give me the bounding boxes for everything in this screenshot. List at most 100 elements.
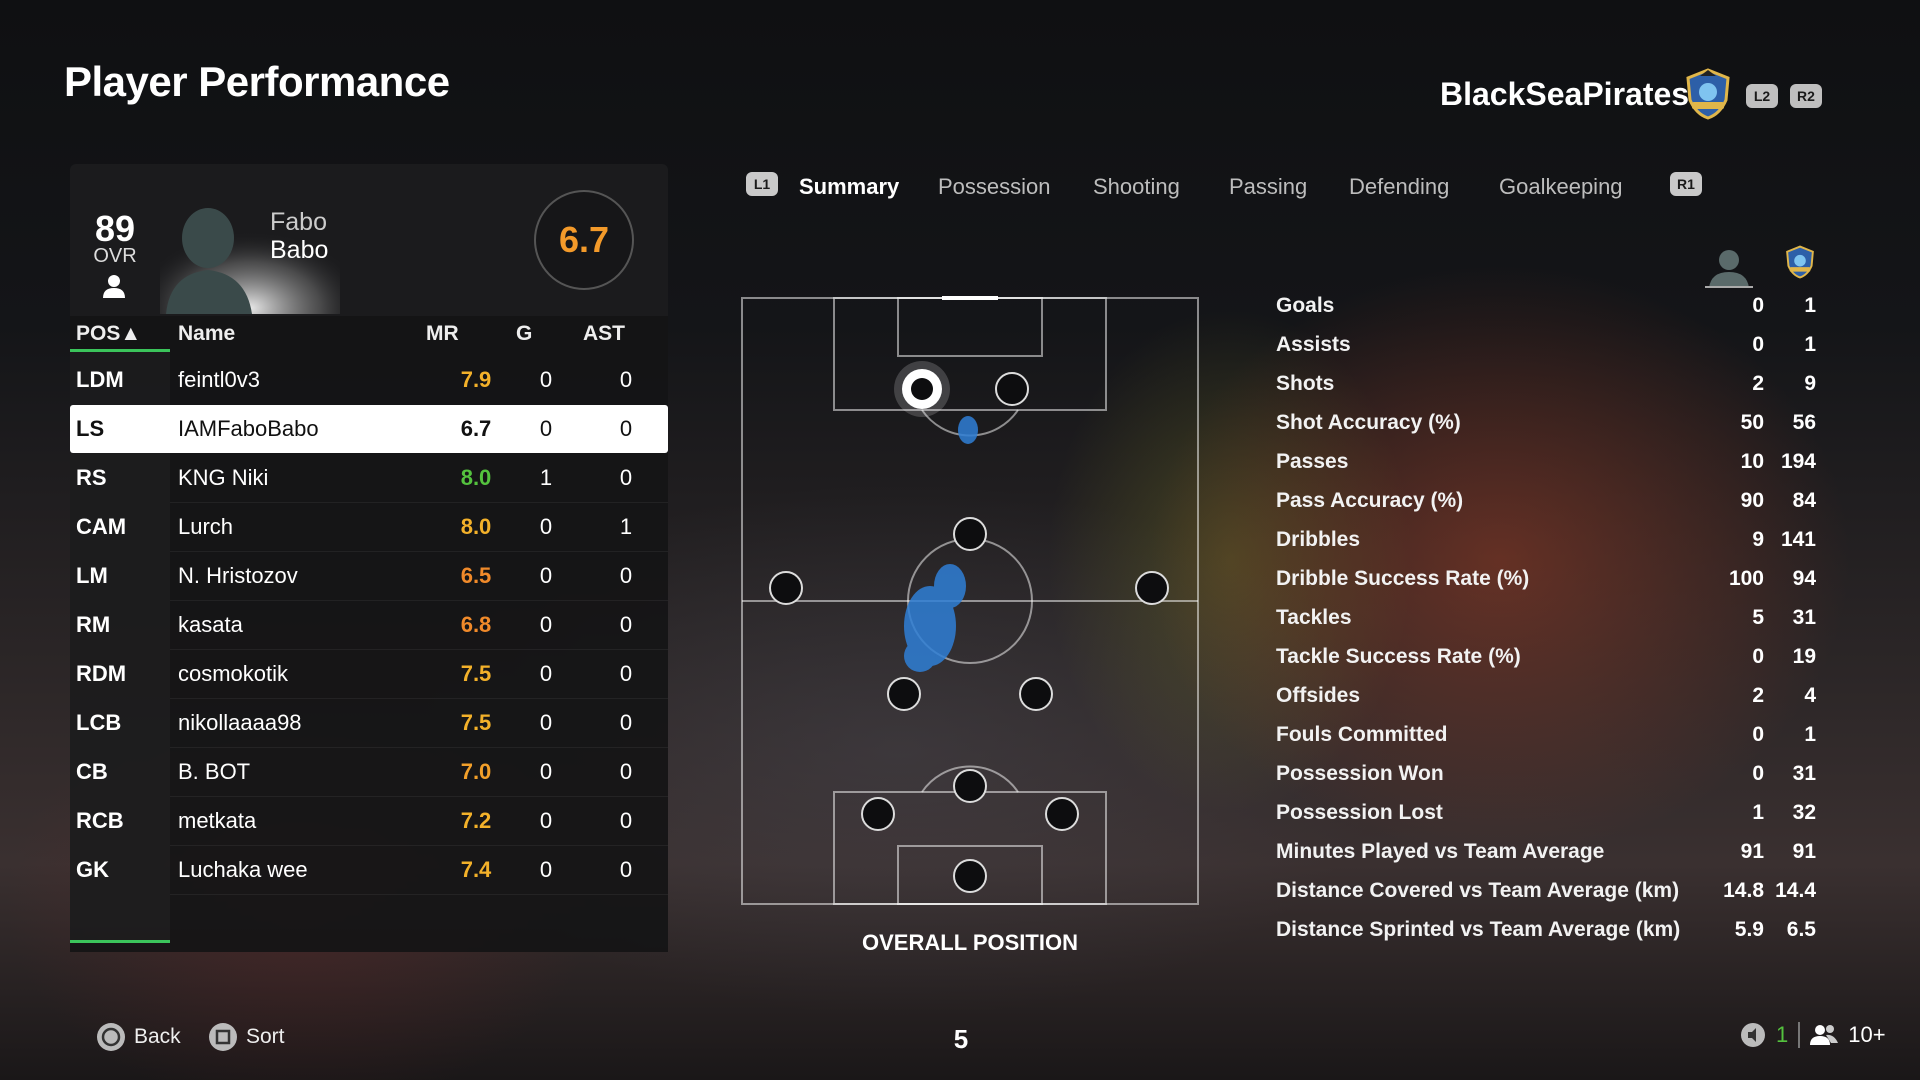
stat-label: Shots <box>1276 372 1335 395</box>
row-assists: 0 <box>619 710 633 735</box>
footer-status: 1 10+ <box>1740 1022 1886 1048</box>
row-goals: 0 <box>539 563 553 588</box>
row-position: RCB <box>76 808 124 833</box>
stat-player-value: 0 <box>1752 762 1764 785</box>
row-player-name: feintl0v3 <box>178 367 260 392</box>
row-divider <box>170 502 668 503</box>
stat-label: Tackle Success Rate (%) <box>1276 645 1521 668</box>
row-player-name: kasata <box>178 612 243 637</box>
l1-button[interactable]: L1 <box>746 172 778 196</box>
stat-row: Assists 0 1 <box>1276 327 1816 363</box>
stat-player-value: 0 <box>1752 645 1764 668</box>
table-row[interactable]: LS IAMFaboBabo 6.7 0 0 <box>70 405 668 453</box>
tab-defending[interactable]: Defending <box>1349 174 1450 199</box>
stat-team-value: 4 <box>1804 684 1816 707</box>
pitch-map <box>741 296 1199 905</box>
tab-passing[interactable]: Passing <box>1229 174 1308 199</box>
row-assists: 0 <box>619 416 633 441</box>
stat-player-value: 90 <box>1740 489 1764 512</box>
stat-label: Fouls Committed <box>1276 723 1448 746</box>
circle-button-icon <box>97 1023 125 1051</box>
stat-player-value: 91 <box>1740 840 1764 863</box>
stat-row: Distance Covered vs Team Average (km) 14.… <box>1276 873 1816 909</box>
table-row[interactable]: RCB metkata 7.2 0 0 <box>70 797 668 845</box>
header-ast[interactable]: AST <box>583 322 625 345</box>
row-assists: 0 <box>619 661 633 686</box>
row-position: RDM <box>76 661 127 686</box>
row-player-name: KNG Niki <box>178 465 269 490</box>
sort-indicator <box>70 349 170 352</box>
stat-team-value: 1 <box>1804 294 1816 317</box>
row-divider <box>170 747 668 748</box>
stat-row: Pass Accuracy (%) 90 84 <box>1276 483 1816 519</box>
row-assists: 0 <box>619 563 633 588</box>
sort-label: Sort <box>246 1025 285 1048</box>
stat-player-value: 9 <box>1752 528 1764 551</box>
table-row[interactable]: LM N. Hristozov 6.5 0 0 <box>70 552 668 600</box>
l2-button[interactable]: L2 <box>1746 84 1778 108</box>
heatmap <box>904 416 978 672</box>
table-row[interactable]: CAM Lurch 8.0 0 1 <box>70 503 668 551</box>
stat-row: Passes 10 194 <box>1276 444 1816 480</box>
stat-team-value: 141 <box>1780 528 1816 551</box>
overall-label: OVR <box>93 245 137 267</box>
table-row[interactable]: RM kasata 6.8 0 0 <box>70 601 668 649</box>
table-row[interactable]: GK Luchaka wee 7.4 0 0 <box>70 846 668 894</box>
stat-team-value: 31 <box>1792 606 1816 629</box>
row-match-rating: 7.4 <box>460 857 492 882</box>
row-assists: 0 <box>619 857 633 882</box>
row-player-name: Luchaka wee <box>178 857 308 882</box>
table-row[interactable]: RS KNG Niki 8.0 1 0 <box>70 454 668 502</box>
sort-button[interactable]: Sort <box>208 1022 285 1052</box>
table-row[interactable]: CB B. BOT 7.0 0 0 <box>70 748 668 796</box>
table-row[interactable]: LDM feintl0v3 7.9 0 0 <box>70 356 668 404</box>
row-divider <box>170 894 668 895</box>
row-player-name: nikollaaaa98 <box>178 710 302 735</box>
stat-label: Shot Accuracy (%) <box>1276 411 1461 434</box>
square-button-icon <box>209 1023 237 1051</box>
header-name[interactable]: Name <box>178 322 236 345</box>
row-match-rating: 6.5 <box>460 563 492 588</box>
row-position: RM <box>76 612 111 637</box>
row-goals: 1 <box>539 465 553 490</box>
row-match-rating: 6.7 <box>460 416 492 441</box>
row-match-rating: 7.5 <box>460 661 492 686</box>
row-assists: 0 <box>619 465 633 490</box>
tab-goalkeeping[interactable]: Goalkeeping <box>1499 174 1623 199</box>
r2-button[interactable]: R2 <box>1790 84 1822 108</box>
header-pos[interactable]: POS▲ <box>76 322 142 345</box>
stat-player-value: 100 <box>1728 567 1764 590</box>
table-row[interactable]: LCB nikollaaaa98 7.5 0 0 <box>70 699 668 747</box>
person-icon <box>103 275 125 298</box>
row-match-rating: 8.0 <box>460 465 492 490</box>
stat-player-value: 1 <box>1752 801 1764 824</box>
header-g[interactable]: G <box>516 322 533 345</box>
stat-team-value: 1 <box>1804 723 1816 746</box>
tab-summary[interactable]: Summary <box>799 174 900 199</box>
stat-label: Dribbles <box>1276 528 1361 551</box>
stat-team-value: 14.4 <box>1775 879 1816 902</box>
stat-label: Offsides <box>1276 684 1361 707</box>
tab-possession[interactable]: Possession <box>938 174 1051 199</box>
row-goals: 0 <box>539 367 553 392</box>
header-mr[interactable]: MR <box>426 322 459 345</box>
table-row[interactable]: RDM cosmokotik 7.5 0 0 <box>70 650 668 698</box>
stat-team-value: 1 <box>1804 333 1816 356</box>
players-icon <box>1810 1025 1839 1045</box>
row-divider <box>170 600 668 601</box>
players-count: 10+ <box>1848 1022 1886 1047</box>
row-player-name: cosmokotik <box>178 661 289 686</box>
r1-button[interactable]: R1 <box>1670 172 1702 196</box>
scroll-indicator <box>70 940 170 943</box>
match-rating-ring: 6.7 <box>534 190 634 290</box>
row-assists: 0 <box>619 808 633 833</box>
row-goals: 0 <box>539 857 553 882</box>
tab-shooting[interactable]: Shooting <box>1093 174 1180 199</box>
player-avatar-icon <box>1705 250 1753 288</box>
team-crest-icon <box>1786 245 1814 279</box>
stat-row: Tackle Success Rate (%) 0 19 <box>1276 639 1816 675</box>
stat-row: Offsides 2 4 <box>1276 678 1816 714</box>
row-divider <box>170 796 668 797</box>
back-button[interactable]: Back <box>96 1022 181 1052</box>
row-position: GK <box>76 857 109 882</box>
